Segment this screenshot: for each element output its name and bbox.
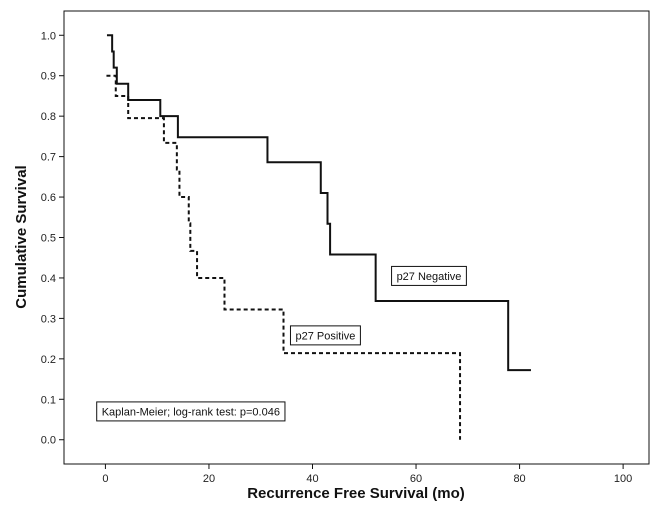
y-tick-label: 0.1 — [41, 394, 56, 406]
series-p27-positive-line — [106, 74, 462, 440]
y-tick-label: 1.0 — [41, 30, 56, 42]
y-tick-label: 0.7 — [41, 152, 56, 164]
y-axis-ticks: 0.0 0.1 0.2 0.3 0.4 0.5 0.6 0.7 0.8 0.9 1.0 — [41, 30, 64, 447]
annotation-text: p27 Negative — [397, 271, 462, 283]
y-tick-label: 0.6 — [41, 192, 56, 204]
y-tick-label: 0.0 — [41, 435, 56, 447]
annotation-box: Kaplan-Meier; log-rank test: p=0.046 — [96, 401, 286, 422]
x-tick-label: 80 — [513, 473, 525, 485]
annotation-frame — [289, 325, 361, 346]
x-axis-ticks: 0 20 40 60 80 100 — [102, 464, 632, 485]
y-tick-label: 0.2 — [41, 354, 56, 366]
annotation-frame — [391, 265, 467, 286]
y-tick-label: 0.4 — [41, 273, 56, 285]
annotation-frame — [96, 401, 286, 422]
x-tick-label: 100 — [614, 473, 632, 485]
y-tick-label: 0.3 — [41, 313, 56, 325]
annotation-box: p27 Negative — [391, 265, 467, 286]
y-tick-label: 0.8 — [41, 111, 56, 123]
plot-frame — [63, 10, 650, 465]
x-tick-label: 20 — [203, 473, 215, 485]
x-tick-label: 0 — [102, 473, 108, 485]
x-axis-title: Recurrence Free Survival (mo) — [247, 485, 465, 502]
series-p27-negative-line — [106, 34, 531, 372]
y-axis-title: Cumulative Survival — [13, 165, 30, 308]
annotation-box: p27 Positive — [289, 325, 361, 346]
y-tick-label: 0.9 — [41, 71, 56, 83]
survival-curves — [106, 34, 531, 440]
x-tick-label: 60 — [410, 473, 422, 485]
annotation-text: p27 Positive — [295, 330, 355, 342]
y-tick-label: 0.5 — [41, 233, 56, 245]
curve-annotations: p27 Negative p27 Positive Kaplan-Meier; lo… — [96, 265, 467, 422]
x-tick-label: 40 — [306, 473, 318, 485]
annotation-text: Kaplan-Meier; log-rank test: p=0.046 — [102, 406, 280, 418]
